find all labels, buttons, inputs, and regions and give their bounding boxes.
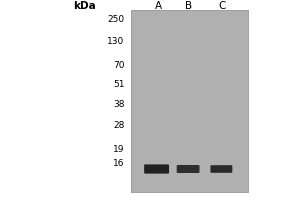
- FancyBboxPatch shape: [144, 164, 169, 174]
- Text: A: A: [154, 1, 162, 11]
- Text: 70: 70: [113, 61, 124, 70]
- Text: C: C: [218, 1, 226, 11]
- FancyBboxPatch shape: [177, 165, 200, 173]
- Text: 28: 28: [113, 121, 124, 130]
- Text: 16: 16: [113, 160, 124, 168]
- Text: 38: 38: [113, 100, 124, 109]
- Text: kDa: kDa: [73, 1, 96, 11]
- Text: 19: 19: [113, 144, 124, 154]
- FancyBboxPatch shape: [211, 165, 232, 173]
- Bar: [130, 10, 248, 192]
- Text: 250: 250: [107, 15, 124, 23]
- Text: 51: 51: [113, 80, 124, 88]
- Text: B: B: [185, 1, 193, 11]
- Text: 130: 130: [107, 36, 124, 46]
